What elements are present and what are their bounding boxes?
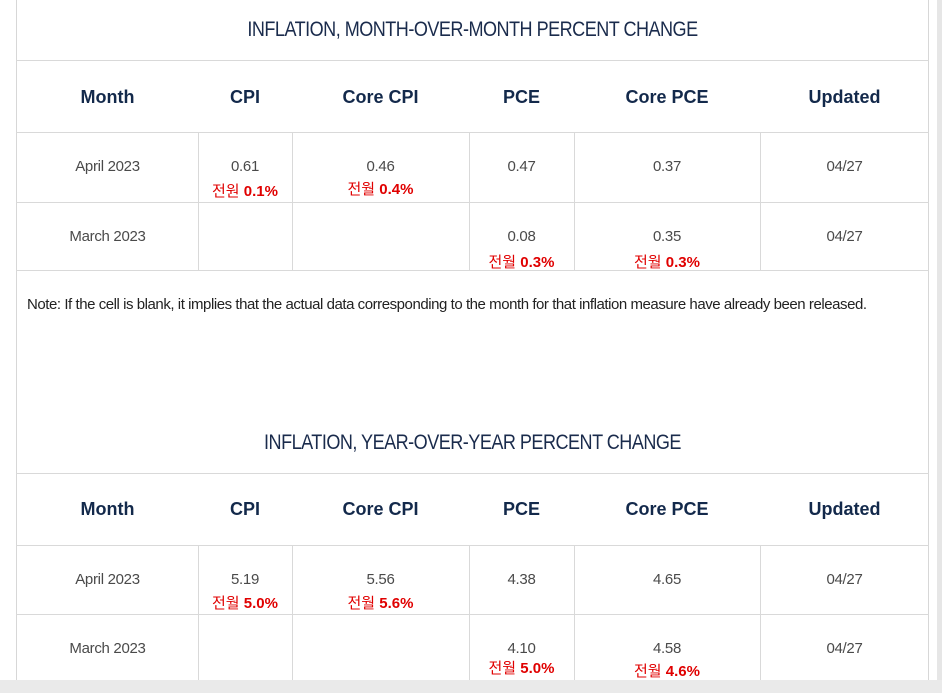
table2-col-sep [292,545,293,680]
table1-row1-month: April 2023 [75,158,140,175]
table2-row2-pce-note: 전월 5.0% [488,660,555,677]
table2-row-rule [16,614,929,615]
table1-row2-pce-note: 전월 0.3% [488,254,555,271]
table2-title: INFLATION, YEAR-OVER-YEAR PERCENT CHANGE [264,431,681,454]
table2-col-sep [574,545,575,680]
table2-header-rule [16,545,929,546]
table1-row1-core-cpi: 0.46 [366,158,395,175]
table1-col-sep [198,132,199,270]
table2-col-sep [198,545,199,680]
table1-row1-core-pce: 0.37 [653,158,681,175]
table2-row2-core-pce: 4.58 [653,640,681,657]
table2-row2-core-pce-note: 전월 4.6% [634,663,700,680]
table1-top-rule [16,60,929,61]
table2-row2-month: March 2023 [69,640,146,657]
table2-row1-core-cpi-note: 전월 5.6% [347,595,414,612]
table1-row1-pce: 0.47 [507,158,536,175]
table1-row2-pce: 0.08 [507,228,536,245]
bottom-edge [0,680,942,693]
table1-header-core-cpi: Core CPI [342,87,419,107]
table2-row1-month: April 2023 [75,571,140,588]
table1-header-rule [16,132,929,133]
footnote: Note: If the cell is blank, it implies t… [27,296,867,313]
table2-row1-cpi-note: 전월 5.0% [212,595,278,612]
table2-row1-core-pce: 4.65 [653,571,681,588]
table1-header-cpi: CPI [229,87,260,107]
table1-row1-cpi: 0.61 [231,158,259,175]
table1-col-sep [469,132,470,270]
table1-row2-updated: 04/27 [826,228,863,245]
table2-header-cpi: CPI [229,499,260,519]
table2-header-core-pce: Core PCE [625,499,709,519]
table2-header-month: Month [80,499,135,519]
table2-row1-updated: 04/27 [826,571,863,588]
table2-col-sep [760,545,761,680]
table2-header-updated: Updated [808,499,881,519]
right-border [928,0,929,680]
table1-header-updated: Updated [808,87,881,107]
table1-row2-month: March 2023 [69,228,146,245]
table1-col-sep [292,132,293,270]
table1-col-sep [760,132,761,270]
table2-row1-cpi: 5.19 [231,571,259,588]
table2-row1-pce: 4.38 [507,571,536,588]
table1-row2-core-pce-note: 전월 0.3% [634,254,700,271]
table1-row-rule [16,202,929,203]
table1-title: INFLATION, MONTH-OVER-MONTH PERCENT CHAN… [247,18,698,41]
table1-col-sep [574,132,575,270]
table1-row1-updated: 04/27 [826,158,863,175]
table2-row1-core-cpi: 5.56 [366,571,395,588]
table2-row2-pce: 4.10 [507,640,536,657]
table1-header-core-pce: Core PCE [625,87,709,107]
table1-bottom-rule [16,270,929,271]
table1-header-month: Month [80,87,135,107]
right-shadow [937,0,942,693]
left-border [16,0,17,680]
table1-row1-core-cpi-note: 전월 0.4% [347,181,414,198]
table2-col-sep [469,545,470,680]
table2-top-rule [16,473,929,474]
table1-row1-cpi-note: 전원 0.1% [212,183,278,200]
table2-row2-updated: 04/27 [826,640,863,657]
table1-header-pce: PCE [502,87,540,107]
table2-header-pce: PCE [502,499,540,519]
table1-row2-core-pce: 0.35 [653,228,681,245]
table2-header-core-cpi: Core CPI [342,499,419,519]
